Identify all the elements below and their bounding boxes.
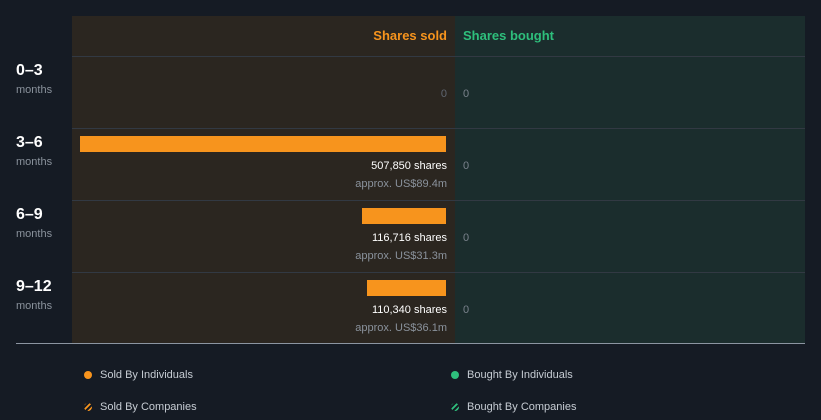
chart-baseline	[16, 343, 805, 344]
row-divider	[72, 128, 805, 129]
bought-value-label: 0	[463, 304, 470, 316]
legend-sold-individuals[interactable]: Sold By Individuals	[84, 369, 193, 381]
row-label-0-3: 0–3 months	[16, 62, 52, 96]
sold-approx-label: approx. US$89.4m	[355, 178, 447, 190]
sold-bar-6-9[interactable]	[361, 208, 446, 224]
row-unit-text: months	[16, 156, 53, 168]
row-unit-text: months	[16, 300, 53, 312]
row-label-3-6: 3–6 months	[16, 134, 52, 168]
bought-value-label: 0	[463, 88, 470, 100]
shares-bought-panel	[455, 16, 805, 343]
bought-value-label: 0	[463, 232, 470, 244]
shares-sold-header: Shares sold	[373, 28, 447, 43]
sold-shares-label: 507,850 shares	[371, 160, 447, 172]
row-range-text: 0–3	[16, 62, 43, 79]
legend-label: Sold By Individuals	[100, 369, 193, 381]
legend-label: Bought By Companies	[467, 401, 577, 413]
sold-approx-label: approx. US$31.3m	[355, 250, 447, 262]
row-range-text: 3–6	[16, 134, 43, 151]
row-divider	[72, 200, 805, 201]
row-divider	[72, 272, 805, 273]
bought-value-label: 0	[463, 160, 470, 172]
legend-dot-icon	[84, 371, 92, 379]
sold-shares-label: 110,340 shares	[371, 304, 447, 316]
sold-value-label: 0	[440, 88, 447, 100]
legend-bought-individuals[interactable]: Bought By Individuals	[451, 369, 573, 381]
sold-bar-9-12[interactable]	[366, 280, 446, 296]
row-range-text: 6–9	[16, 206, 43, 223]
row-unit-text: months	[16, 84, 53, 96]
row-divider	[72, 56, 805, 57]
legend-hatch-icon	[451, 403, 459, 411]
row-range-text: 9–12	[16, 278, 52, 295]
legend-dot-icon	[451, 371, 459, 379]
row-unit-text: months	[16, 228, 53, 240]
sold-approx-label: approx. US$36.1m	[355, 322, 447, 334]
legend-label: Bought By Individuals	[467, 369, 573, 381]
legend-bought-companies[interactable]: Bought By Companies	[451, 401, 576, 413]
sold-shares-label: 116,716 shares	[371, 232, 447, 244]
row-label-9-12: 9–12 months	[16, 278, 52, 312]
legend-label: Sold By Companies	[100, 401, 197, 413]
legend-hatch-icon	[84, 403, 92, 411]
sold-bar-3-6[interactable]	[80, 136, 446, 152]
legend-sold-companies[interactable]: Sold By Companies	[84, 401, 197, 413]
row-label-6-9: 6–9 months	[16, 206, 52, 240]
shares-bought-header: Shares bought	[463, 28, 555, 43]
